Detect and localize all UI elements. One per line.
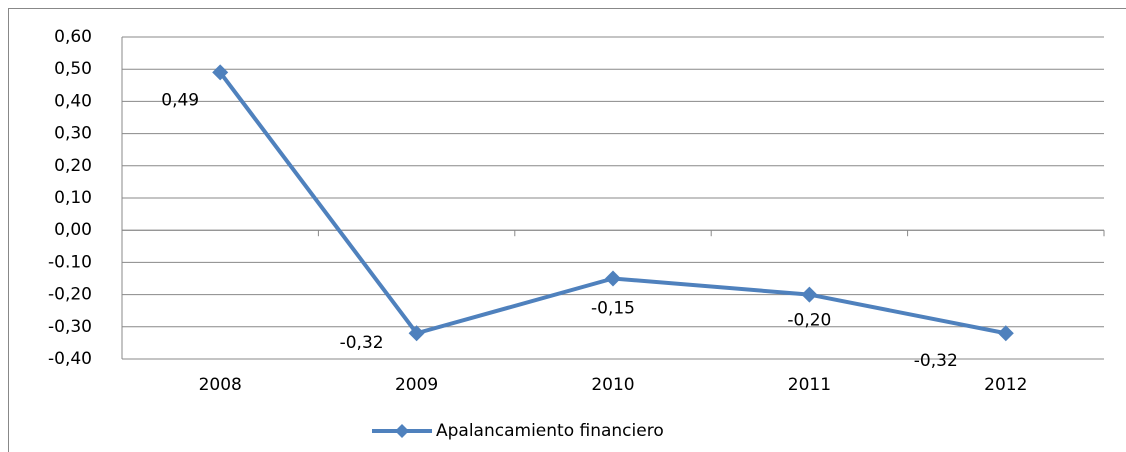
y-tick-label: 0,30: [54, 124, 92, 144]
data-point: [997, 325, 1014, 342]
data-label: -0,32: [914, 351, 958, 371]
y-tick-label: 0,00: [54, 220, 92, 240]
y-tick-label: 0,40: [54, 91, 92, 111]
data-point: [605, 270, 621, 287]
y-tick-label: 0,60: [54, 27, 92, 47]
data-point: [408, 325, 425, 342]
y-tick-label: 0,10: [54, 188, 92, 208]
data-label: 0,49: [161, 90, 199, 110]
legend-label: Apalancamiento financiero: [436, 421, 664, 441]
x-tick-label: 2008: [199, 375, 242, 395]
x-tick-label: 2011: [788, 375, 831, 395]
y-tick-label: -0.10: [48, 252, 92, 272]
y-tick-label: 0,20: [54, 156, 92, 176]
data-label: -0,15: [591, 299, 635, 319]
x-tick-label: 2012: [984, 375, 1027, 395]
data-label: -0,32: [340, 333, 384, 353]
x-tick-label: 2009: [395, 375, 438, 395]
y-tick-label: -0,30: [48, 317, 92, 337]
x-tick-label: 2010: [591, 375, 634, 395]
y-tick-label: 0,50: [54, 59, 92, 79]
y-tick-label: -0,20: [48, 285, 92, 305]
chart-border: [8, 8, 1126, 452]
legend-marker: [395, 424, 409, 438]
data-point: [801, 286, 818, 303]
data-label: -0,20: [787, 311, 831, 331]
y-tick-label: -0,40: [48, 349, 92, 369]
data-point: [212, 64, 229, 81]
